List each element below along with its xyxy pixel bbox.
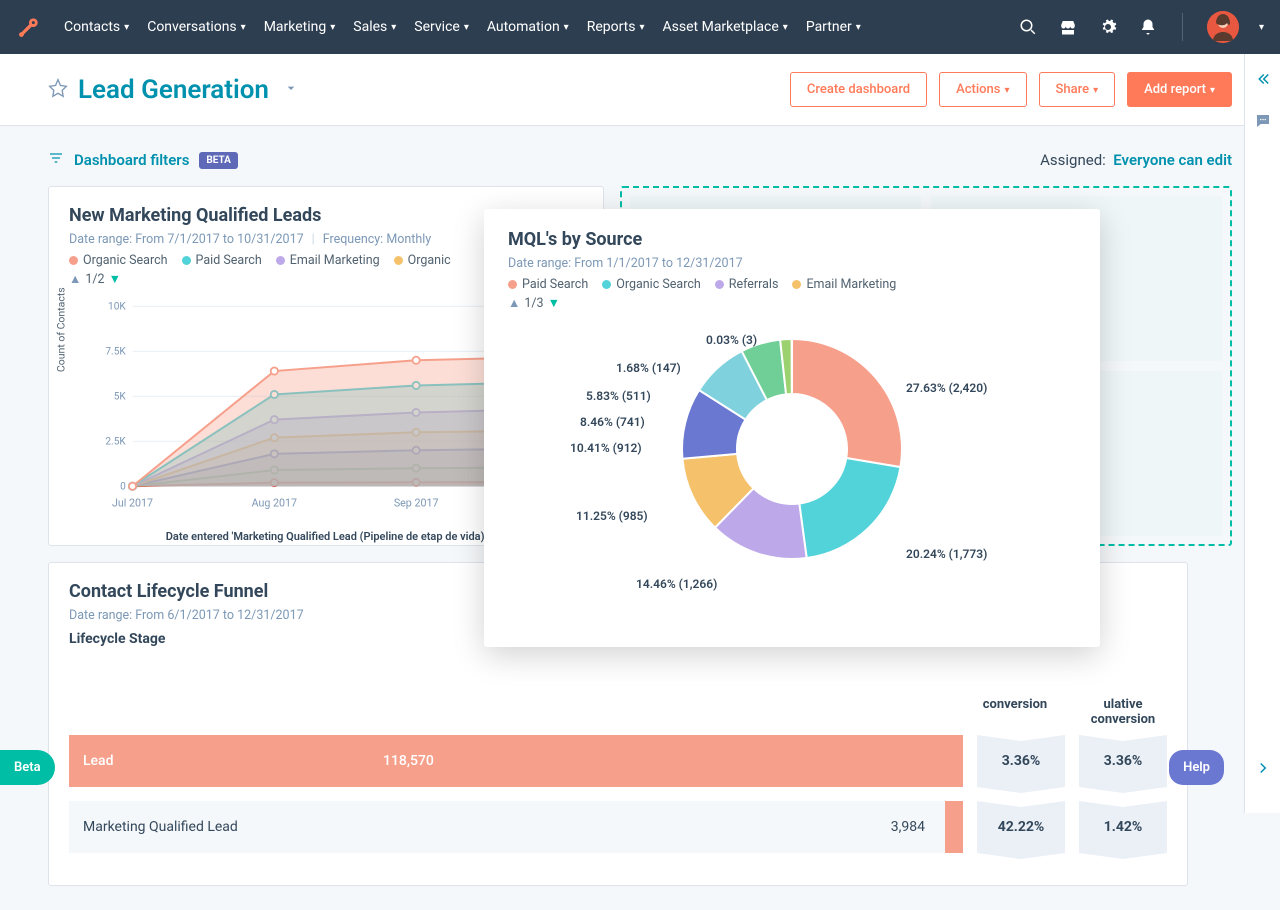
nav-item-marketing[interactable]: Marketing▾ bbox=[264, 19, 336, 35]
slice-label: 27.63% (2,420) bbox=[906, 381, 987, 395]
slice-label: 8.46% (741) bbox=[580, 415, 645, 429]
beta-badge: BETA bbox=[199, 152, 238, 169]
legend-item: Organic Search bbox=[602, 277, 701, 292]
pager-prev-icon[interactable]: ▲ bbox=[508, 296, 520, 311]
bell-icon[interactable] bbox=[1138, 17, 1158, 37]
legend-item: Email Marketing bbox=[792, 277, 896, 292]
hubspot-logo[interactable] bbox=[16, 13, 44, 41]
help-button[interactable]: Help bbox=[1169, 750, 1224, 785]
actions-button[interactable]: Actions▾ bbox=[939, 72, 1026, 107]
legend-item: Referrals bbox=[715, 277, 779, 292]
funnel-row: Lead118,570 3.36% 3.36% bbox=[69, 735, 1167, 787]
title-dropdown-icon[interactable] bbox=[283, 80, 299, 100]
funnel-row: Marketing Qualified Lead 3,984 42.22% 1.… bbox=[69, 801, 1167, 853]
svg-text:10K: 10K bbox=[108, 302, 126, 313]
donut-chart: 27.63% (2,420) 20.24% (1,773) 14.46% (1,26… bbox=[508, 319, 1076, 619]
donut-date: Date range: From 1/1/2017 to 12/31/2017 bbox=[508, 256, 1076, 271]
add-report-button[interactable]: Add report▾ bbox=[1127, 72, 1232, 107]
donut-title: MQL's by Source bbox=[508, 229, 1076, 250]
avatar-chevron-icon[interactable]: ▾ bbox=[1259, 22, 1264, 33]
svg-text:Aug 2017: Aug 2017 bbox=[252, 497, 297, 510]
nav-right: ▾ bbox=[1018, 11, 1264, 43]
slice-label: 1.68% (147) bbox=[616, 361, 681, 375]
avatar[interactable] bbox=[1207, 11, 1239, 43]
filters-row: Dashboard filters BETA Assigned: Everyon… bbox=[48, 150, 1232, 170]
collapse-icon[interactable] bbox=[1254, 70, 1272, 92]
svg-text:2.5K: 2.5K bbox=[105, 437, 126, 448]
nav-item-partner[interactable]: Partner▾ bbox=[806, 19, 861, 35]
donut-card[interactable]: MQL's by Source Date range: From 1/1/201… bbox=[484, 209, 1100, 647]
nav-item-reports[interactable]: Reports▾ bbox=[587, 19, 645, 35]
y-axis-label: Count of Contacts bbox=[55, 287, 68, 372]
share-button[interactable]: Share▾ bbox=[1039, 72, 1116, 107]
slice-label: 0.03% (3) bbox=[706, 333, 757, 347]
svg-text:0: 0 bbox=[120, 482, 126, 493]
svg-text:7.5K: 7.5K bbox=[105, 347, 126, 358]
gear-icon[interactable] bbox=[1098, 17, 1118, 37]
nav-item-sales[interactable]: Sales▾ bbox=[353, 19, 396, 35]
cumulative-chip: 3.36% bbox=[1079, 735, 1167, 787]
nav-items: Contacts▾ Conversations▾ Marketing▾ Sales▾ S… bbox=[64, 19, 1018, 35]
legend-item: Organic Search bbox=[69, 253, 168, 268]
slice-label: 5.83% (511) bbox=[586, 389, 651, 403]
expand-chevron-icon[interactable] bbox=[1254, 759, 1272, 781]
legend-item: Paid Search bbox=[182, 253, 262, 268]
assigned-text: Assigned: Everyone can edit bbox=[1040, 151, 1232, 169]
nav-item-conversations[interactable]: Conversations▾ bbox=[147, 19, 246, 35]
nav-item-asset-marketplace[interactable]: Asset Marketplace▾ bbox=[663, 19, 788, 35]
pager-next-icon[interactable]: ▼ bbox=[109, 272, 121, 287]
pager-next-icon[interactable]: ▼ bbox=[548, 296, 560, 311]
donut-legend: Paid Search Organic Search Referrals Email … bbox=[508, 277, 1076, 292]
svg-text:5K: 5K bbox=[114, 392, 127, 403]
slice-label: 20.24% (1,773) bbox=[906, 547, 987, 561]
conversion-chip: 42.22% bbox=[977, 801, 1065, 853]
create-dashboard-button[interactable]: Create dashboard bbox=[790, 72, 927, 107]
top-nav: Contacts▾ Conversations▾ Marketing▾ Sales▾ S… bbox=[0, 0, 1280, 54]
page-title[interactable]: Lead Generation bbox=[78, 75, 269, 105]
svg-text:Sep 2017: Sep 2017 bbox=[394, 497, 439, 510]
legend-item: Email Marketing bbox=[276, 253, 380, 268]
marketplace-icon[interactable] bbox=[1058, 17, 1078, 37]
slice-label: 14.46% (1,266) bbox=[636, 577, 717, 591]
beta-pill[interactable]: Beta bbox=[0, 750, 55, 785]
nav-item-contacts[interactable]: Contacts▾ bbox=[64, 19, 129, 35]
search-icon[interactable] bbox=[1018, 17, 1038, 37]
cumulative-chip: 1.42% bbox=[1079, 801, 1167, 853]
header-actions: Create dashboard Actions▾ Share▾ Add rep… bbox=[790, 72, 1232, 107]
assigned-link[interactable]: Everyone can edit bbox=[1113, 151, 1232, 169]
legend-item: Paid Search bbox=[508, 277, 588, 292]
favorite-star-icon[interactable] bbox=[48, 78, 68, 102]
nav-item-service[interactable]: Service▾ bbox=[414, 19, 469, 35]
slice-label: 11.25% (985) bbox=[576, 509, 648, 523]
donut-pager: ▲ 1/3 ▼ bbox=[508, 296, 1076, 311]
content: Dashboard filters BETA Assigned: Everyon… bbox=[0, 126, 1280, 910]
pager-prev-icon[interactable]: ▲ bbox=[69, 272, 81, 287]
svg-text:Jul 2017: Jul 2017 bbox=[112, 497, 153, 510]
filter-icon[interactable] bbox=[48, 150, 64, 170]
legend-item: Organic bbox=[394, 253, 451, 268]
slice-label: 10.41% (912) bbox=[570, 441, 642, 455]
filters-label[interactable]: Dashboard filters bbox=[74, 151, 189, 169]
conversion-chip: 3.36% bbox=[977, 735, 1065, 787]
funnel-column-headers: conversion ulativeconversion bbox=[69, 697, 1167, 727]
page-header: Lead Generation Create dashboard Actions… bbox=[0, 54, 1280, 126]
nav-item-automation[interactable]: Automation▾ bbox=[487, 19, 569, 35]
